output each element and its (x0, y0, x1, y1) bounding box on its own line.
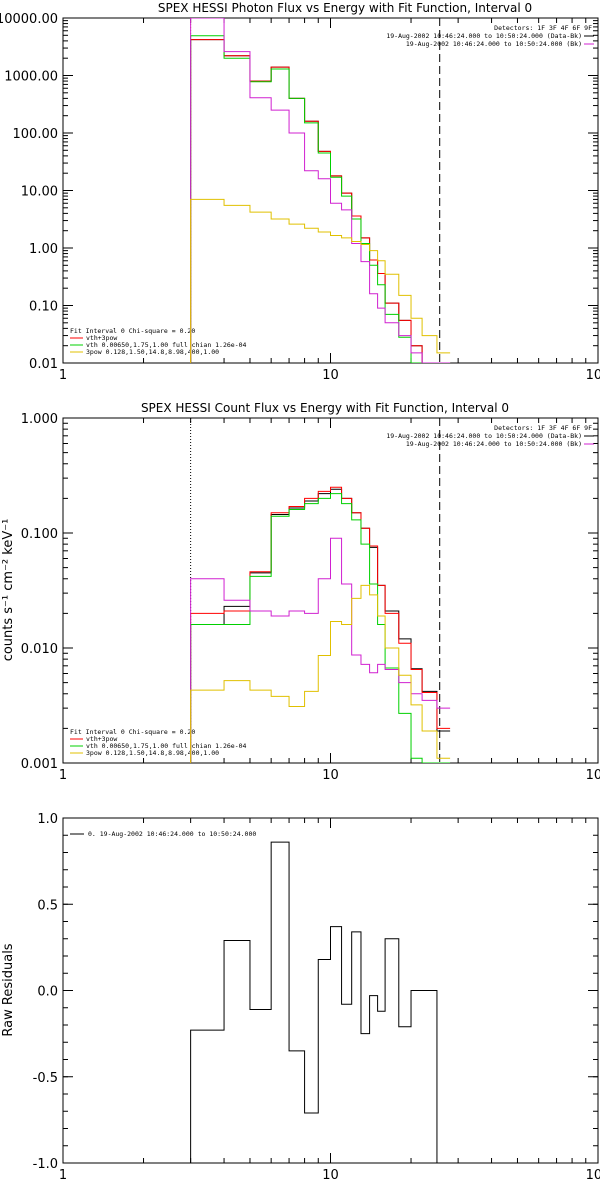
photon-flux-info: Detectors: 1F 3F 4F 6F 9F 19-Aug-2002 10… (386, 24, 592, 48)
count-ytick-label: 0.100 (21, 527, 58, 542)
photon-xtick-label: 10 (322, 368, 339, 383)
residuals-ylabel: Raw Residuals (1, 943, 16, 1036)
photon-flux-title: SPEX HESSI Photon Flux vs Energy with Fi… (158, 1, 532, 15)
count-flux-frame (62, 417, 599, 764)
photon-ytick-label: 0.01 (29, 357, 58, 372)
count-xtick-label: 10 (322, 768, 339, 783)
photon-ytick-label: 0.10 (29, 300, 58, 315)
residual-xtick-label: 10 (322, 1168, 339, 1183)
count-info-bk: 19-Aug-2002 10:46:24.000 to 10:50:24.000… (406, 440, 582, 448)
photon-ytick-label: 1.00 (29, 242, 58, 257)
residual-xtick-label: 100 (586, 1168, 600, 1183)
count-flux-title: SPEX HESSI Count Flux vs Energy with Fit… (141, 401, 509, 415)
photon-info-data-bk: 19-Aug-2002 10:46:24.000 to 10:50:24.000… (386, 32, 582, 40)
photon-series-4 (190, 198, 451, 363)
count-ytick-label: 1.000 (21, 412, 58, 427)
count-xtick-label: 1 (59, 768, 67, 783)
residual-ytick-label: -1.0 (33, 1157, 58, 1172)
photon-fit-vth3pow: vth+3pow (86, 334, 117, 342)
count-fit-3pow: 3pow 0.128,1.50,14.8,8.98,400,1.00 (86, 749, 219, 757)
residuals-panel: Raw Residuals 0. 19-Aug-2002 10:46:24.00… (1, 812, 600, 1183)
count-fit-vth: vth 0.00650,1.75,1.00 full chian 1.26e-0… (86, 742, 247, 750)
count-info-detectors: Detectors: 1F 3F 4F 6F 9F (494, 424, 592, 432)
count-info-data-bk: 19-Aug-2002 10:46:24.000 to 10:50:24.000… (386, 432, 582, 440)
count-xtick-label: 100 (586, 768, 600, 783)
count-flux-panel: SPEX HESSI Count Flux vs Energy with Fit… (1, 401, 600, 783)
photon-flux-panel: SPEX HESSI Photon Flux vs Energy with Fi… (0, 1, 600, 383)
photon-ytick-label: 10000.00 (0, 12, 58, 27)
photon-ytick-label: 100.00 (13, 127, 59, 142)
count-fit-vth3pow: vth+3pow (86, 735, 117, 743)
photon-series-2 (190, 35, 451, 363)
photon-series-3 (190, 18, 451, 363)
count-series-4 (190, 584, 451, 763)
count-flux-ylabel: counts s⁻¹ cm⁻² keV⁻¹ (1, 519, 16, 662)
residual-series-0 (190, 841, 438, 1163)
count-ytick-label: 0.010 (21, 642, 58, 657)
residuals-frame (62, 817, 599, 1164)
photon-fit-vth: vth 0.00650,1.75,1.00 full chian 1.26e-0… (86, 341, 247, 349)
photon-info-bk: 19-Aug-2002 10:46:24.000 to 10:50:24.000… (406, 40, 582, 48)
photon-xtick-label: 1 (59, 368, 67, 383)
count-series-2 (190, 493, 451, 763)
photon-fit-legend: Fit Interval 0 Chi-square = 0.20 vth+3po… (70, 327, 247, 356)
photon-fit-3pow: 3pow 0.128,1.50,14.8,8.98,400,1.00 (86, 348, 219, 356)
count-fit-chi: Fit Interval 0 Chi-square = 0.20 (70, 728, 195, 736)
count-fit-legend: Fit Interval 0 Chi-square = 0.20 vth+3po… (70, 728, 247, 757)
photon-series-1 (190, 39, 451, 363)
photon-ytick-label: 10.00 (21, 185, 58, 200)
photon-xtick-label: 100 (586, 368, 600, 383)
photon-series-group (190, 18, 451, 363)
residual-ytick-label: 1.0 (37, 812, 58, 827)
residual-series-group (190, 841, 438, 1163)
residual-ytick-label: 0.5 (37, 898, 58, 913)
residual-xtick-label: 1 (59, 1168, 67, 1183)
count-series-group (190, 486, 451, 763)
photon-info-detectors: Detectors: 1F 3F 4F 6F 9F (494, 24, 592, 32)
residual-ytick-label: -0.5 (33, 1071, 58, 1086)
residual-ytick-label: 0.0 (37, 985, 58, 1000)
photon-ytick-label: 1000.00 (4, 70, 58, 85)
count-ytick-label: 0.001 (21, 757, 58, 772)
photon-fit-chi: Fit Interval 0 Chi-square = 0.20 (70, 327, 195, 335)
count-flux-info: Detectors: 1F 3F 4F 6F 9F 19-Aug-2002 10… (386, 424, 592, 448)
residuals-legend-label: 0. 19-Aug-2002 10:46:24.000 to 10:50:24.… (88, 830, 256, 838)
